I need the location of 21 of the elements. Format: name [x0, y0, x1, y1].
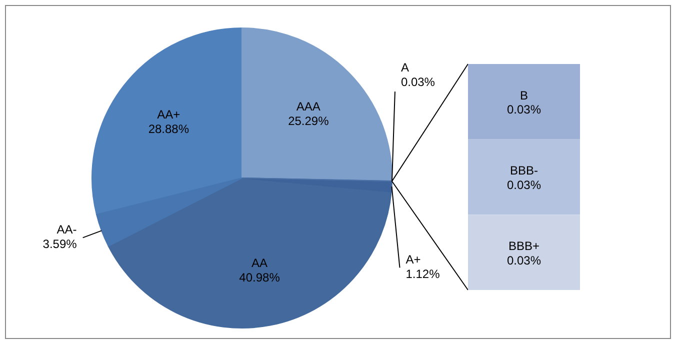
data-label: 0.03%: [506, 253, 542, 268]
data-label: 40.98%: [239, 270, 280, 284]
pie-slice: [92, 28, 242, 215]
data-label: 3.59%: [42, 237, 78, 252]
pie-slice: [242, 28, 392, 182]
data-label: 25.29%: [288, 114, 330, 128]
series-label: BBB+: [508, 238, 540, 253]
data-label: 1.12%: [406, 267, 440, 282]
slice-label: A: [400, 60, 409, 75]
slice-label: AA+: [157, 107, 180, 122]
series-label: BBB-: [510, 164, 538, 178]
data-label: 0.03%: [400, 74, 436, 89]
slice-label: AAA: [296, 100, 320, 114]
slice-label: AA-: [56, 222, 77, 237]
data-label: 28.88%: [148, 122, 190, 136]
pie-slice: [108, 178, 392, 328]
data-label: 0.03%: [506, 178, 542, 192]
slice-label: AA: [252, 256, 268, 270]
series-label: B: [520, 88, 528, 102]
slice-label: A+: [406, 252, 421, 267]
data-label: 0.03%: [506, 102, 542, 117]
